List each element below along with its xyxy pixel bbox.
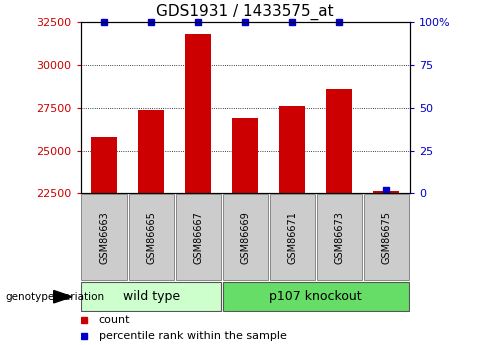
Polygon shape [54,290,72,303]
Bar [317,194,362,280]
Text: percentile rank within the sample: percentile rank within the sample [99,331,286,341]
Bar [128,194,174,280]
Text: GSM86669: GSM86669 [240,211,250,264]
Text: GSM86665: GSM86665 [146,211,156,264]
Bar [138,109,164,193]
Text: GSM86675: GSM86675 [382,211,391,264]
Bar [223,282,409,311]
Text: wild type: wild type [122,290,180,303]
Bar [232,118,258,193]
Bar [279,106,305,193]
Bar [270,194,315,280]
Text: GSM86663: GSM86663 [99,211,109,264]
Bar [81,282,221,311]
Text: GSM86673: GSM86673 [334,211,345,264]
Text: genotype/variation: genotype/variation [5,292,104,302]
Bar [223,194,268,280]
Bar [185,34,211,193]
Text: GSM86667: GSM86667 [193,211,203,264]
Bar [326,89,352,193]
Title: GDS1931 / 1433575_at: GDS1931 / 1433575_at [157,3,334,20]
Bar [91,137,117,193]
Text: p107 knockout: p107 knockout [269,290,362,303]
Text: count: count [99,315,130,325]
Bar [176,194,221,280]
Bar [81,194,127,280]
Bar [364,194,409,280]
Text: GSM86671: GSM86671 [287,211,297,264]
Bar [373,191,399,193]
